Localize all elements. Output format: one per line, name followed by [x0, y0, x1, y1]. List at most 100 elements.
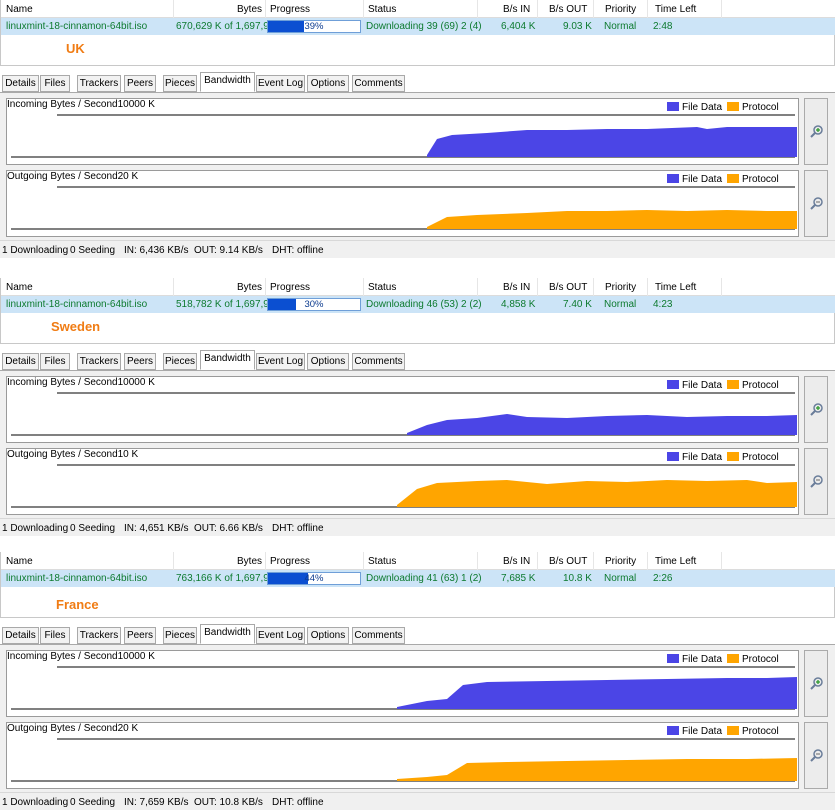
- tab-peers[interactable]: Peers: [124, 75, 156, 92]
- tab-options[interactable]: Options: [307, 75, 349, 92]
- zoom-out-icon[interactable]: [810, 475, 824, 489]
- torrent-row[interactable]: linuxmint-18-cinnamon-64bit.iso 518,782 K…: [1, 296, 835, 313]
- tab-options[interactable]: Options: [307, 627, 349, 644]
- column-priority[interactable]: Priority: [605, 282, 637, 293]
- column-bout[interactable]: B/s OUT: [549, 4, 588, 15]
- zoom-button[interactable]: [804, 170, 828, 237]
- outgoing-graph: Outgoing Bytes / Second20 K File Data Prot…: [6, 170, 799, 237]
- zoom-button[interactable]: [804, 448, 828, 515]
- tab-files[interactable]: Files: [40, 627, 70, 644]
- tab-peers[interactable]: Peers: [124, 627, 156, 644]
- legend-protocol-swatch: [727, 726, 739, 735]
- bytes-in: 4,858 K: [501, 299, 536, 310]
- zoom-in-icon[interactable]: [810, 125, 824, 139]
- zoom-button[interactable]: [804, 722, 828, 789]
- column-bytes[interactable]: Bytes: [237, 282, 263, 293]
- legend-protocol: Protocol: [727, 452, 779, 463]
- legend-protocol: Protocol: [727, 654, 779, 665]
- column-bytes[interactable]: Bytes: [237, 4, 263, 15]
- tab-files[interactable]: Files: [40, 353, 70, 370]
- tab-pieces[interactable]: Pieces: [163, 353, 197, 370]
- legend-protocol: Protocol: [727, 102, 779, 113]
- column-progress[interactable]: Progress: [270, 556, 311, 567]
- tab-pieces[interactable]: Pieces: [163, 75, 197, 92]
- column-separator: [265, 0, 266, 18]
- legend-protocol: Protocol: [727, 380, 779, 391]
- zoom-button[interactable]: [804, 98, 828, 165]
- column-progress[interactable]: Progress: [270, 4, 311, 15]
- zoom-button[interactable]: [804, 376, 828, 443]
- tab-options[interactable]: Options: [307, 353, 349, 370]
- tab-files[interactable]: Files: [40, 75, 70, 92]
- tab-trackers[interactable]: Trackers: [77, 75, 121, 92]
- tab-bandwidth[interactable]: Bandwidth: [200, 350, 255, 370]
- column-progress[interactable]: Progress: [270, 282, 311, 293]
- column-priority[interactable]: Priority: [605, 556, 637, 567]
- dht-status: DHT: offline: [272, 797, 324, 808]
- column-timeleft[interactable]: Time Left: [655, 556, 697, 567]
- tab-details[interactable]: Details: [2, 627, 39, 644]
- legend-protocol-swatch: [727, 654, 739, 663]
- speed-in: IN: 7,659 KB/s: [124, 797, 189, 808]
- column-bout[interactable]: B/s OUT: [549, 282, 588, 293]
- torrent-panel-sweden: Name Bytes Progress Status B/s IN B/s OUT Prio…: [0, 278, 835, 552]
- column-status[interactable]: Status: [368, 282, 397, 293]
- column-separator: [537, 0, 538, 18]
- column-header: Name Bytes Progress Status B/s IN B/s OUT Prio…: [1, 0, 835, 18]
- incoming-graph: Incoming Bytes / Second10000 K File Data P…: [6, 376, 799, 443]
- tab-comments[interactable]: Comments: [352, 627, 405, 644]
- zoom-in-icon[interactable]: [810, 677, 824, 691]
- torrent-name[interactable]: linuxmint-18-cinnamon-64bit.iso: [6, 573, 148, 584]
- column-separator: [477, 552, 478, 570]
- column-timeleft[interactable]: Time Left: [655, 4, 697, 15]
- progress-label: 44%: [304, 573, 324, 584]
- column-priority[interactable]: Priority: [605, 4, 637, 15]
- tab-event-log[interactable]: Event Log: [256, 627, 305, 644]
- legend-file-data: File Data: [667, 726, 722, 737]
- tab-comments[interactable]: Comments: [352, 75, 405, 92]
- tab-bandwidth[interactable]: Bandwidth: [200, 72, 255, 92]
- tab-event-log[interactable]: Event Log: [256, 75, 305, 92]
- country-label: France: [56, 597, 99, 612]
- tab-details[interactable]: Details: [2, 75, 39, 92]
- torrent-name[interactable]: linuxmint-18-cinnamon-64bit.iso: [6, 21, 148, 32]
- torrent-row[interactable]: linuxmint-18-cinnamon-64bit.iso 670,629 K…: [1, 18, 835, 35]
- column-status[interactable]: Status: [368, 4, 397, 15]
- column-bytes[interactable]: Bytes: [237, 556, 263, 567]
- tab-pieces[interactable]: Pieces: [163, 627, 197, 644]
- bandwidth-area: Incoming Bytes / Second10000 K File Data P…: [0, 370, 835, 518]
- progress-bar: 39%: [267, 20, 361, 33]
- column-bout[interactable]: B/s OUT: [549, 556, 588, 567]
- column-bin[interactable]: B/s IN: [503, 282, 531, 293]
- zoom-out-icon[interactable]: [810, 749, 824, 763]
- speed-in: IN: 6,436 KB/s: [124, 245, 189, 256]
- tab-trackers[interactable]: Trackers: [77, 353, 121, 370]
- tab-comments[interactable]: Comments: [352, 353, 405, 370]
- torrent-name[interactable]: linuxmint-18-cinnamon-64bit.iso: [6, 299, 148, 310]
- column-name[interactable]: Name: [6, 282, 33, 293]
- progress-bar: 44%: [267, 572, 361, 585]
- zoom-in-icon[interactable]: [810, 403, 824, 417]
- column-header: Name Bytes Progress Status B/s IN B/s OUT Prio…: [1, 278, 835, 296]
- bytes-out: 7.40 K: [563, 299, 592, 310]
- column-name[interactable]: Name: [6, 556, 33, 567]
- bytes-in: 6,404 K: [501, 21, 536, 32]
- country-label: Sweden: [51, 319, 101, 334]
- zoom-out-icon[interactable]: [810, 197, 824, 211]
- tab-peers[interactable]: Peers: [124, 353, 156, 370]
- column-timeleft[interactable]: Time Left: [655, 282, 697, 293]
- tab-trackers[interactable]: Trackers: [77, 627, 121, 644]
- legend-protocol-label: Protocol: [742, 654, 779, 665]
- torrent-row[interactable]: linuxmint-18-cinnamon-64bit.iso 763,166 K…: [1, 570, 835, 587]
- tab-details[interactable]: Details: [2, 353, 39, 370]
- zoom-button[interactable]: [804, 650, 828, 717]
- column-name[interactable]: Name: [6, 4, 33, 15]
- outgoing-bandwidth-chart: [11, 464, 797, 508]
- progress-label: 30%: [304, 299, 324, 310]
- tab-bandwidth[interactable]: Bandwidth: [200, 624, 255, 644]
- tab-event-log[interactable]: Event Log: [256, 353, 305, 370]
- column-status[interactable]: Status: [368, 556, 397, 567]
- downloading-count: 1 Downloading: [2, 245, 69, 256]
- column-bin[interactable]: B/s IN: [503, 556, 531, 567]
- column-bin[interactable]: B/s IN: [503, 4, 531, 15]
